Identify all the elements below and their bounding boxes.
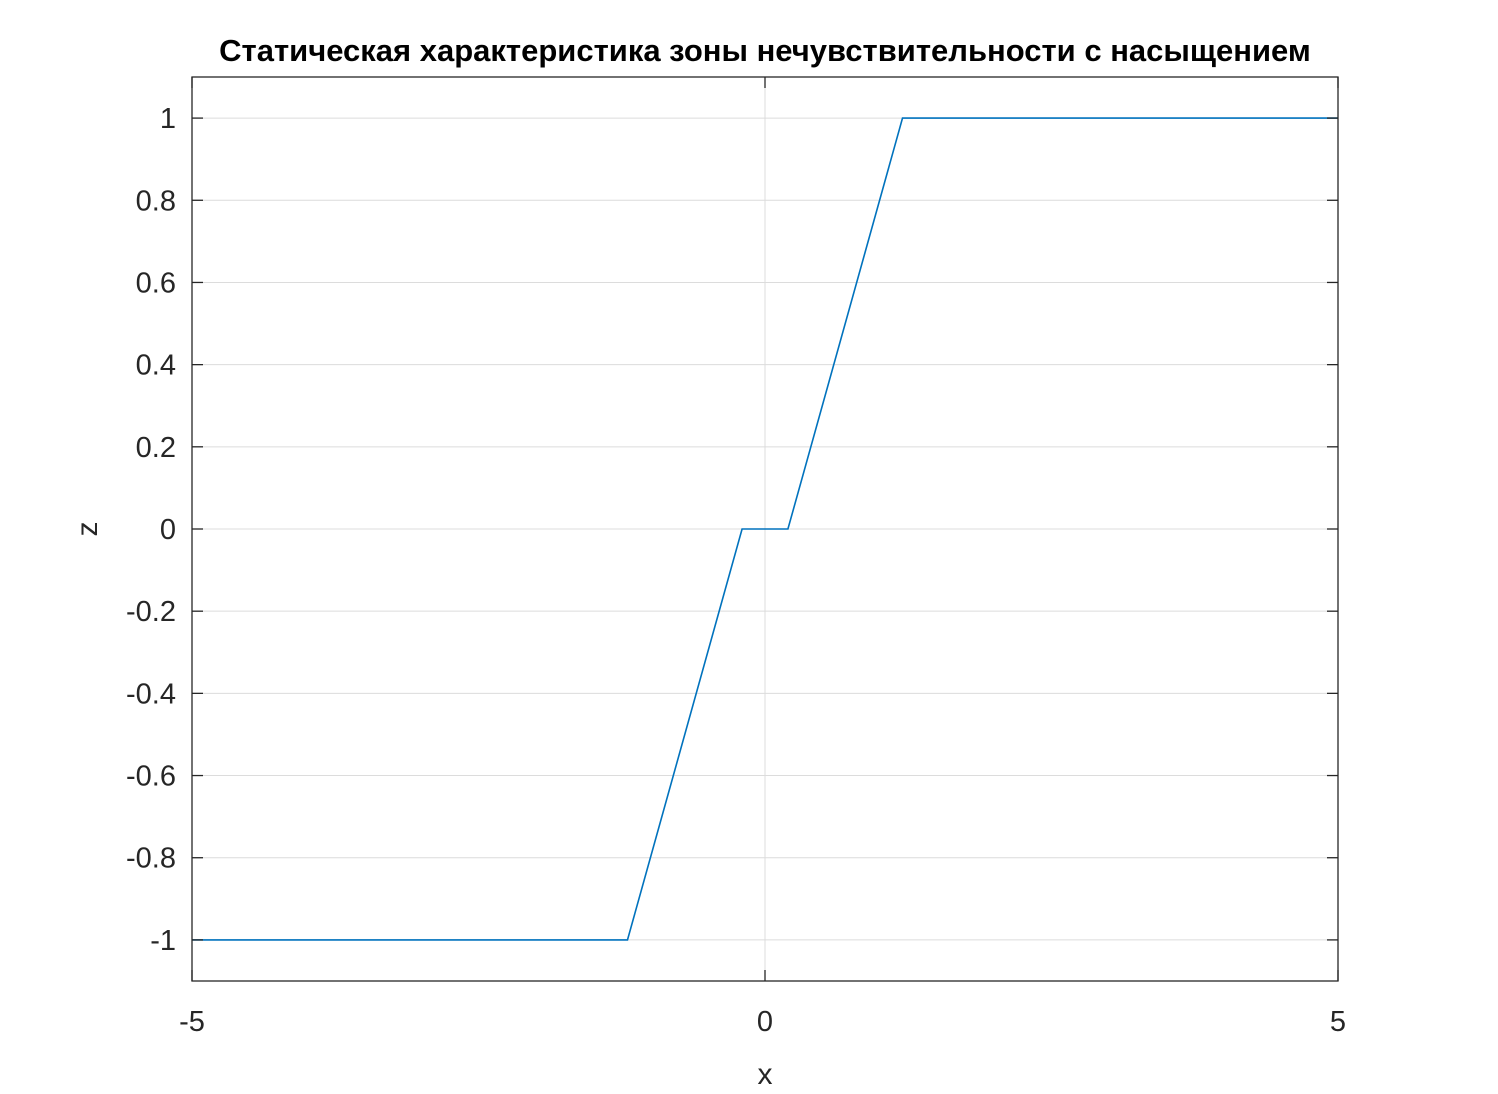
y-tick-label: 0.8 (136, 185, 176, 217)
y-tick-label: 1 (160, 103, 176, 135)
x-tick-label: 5 (1330, 1006, 1346, 1038)
y-tick-label: -1 (150, 925, 176, 957)
y-tick-label: 0.4 (136, 350, 176, 382)
ticks: -1 -0.8 -0.6 -0.4 -0.2 0 0.2 0.4 0.6 0.8 1 -5 0 5 (126, 77, 1346, 1038)
y-tick-label: -0.6 (126, 761, 176, 793)
x-axis-label: x (758, 1058, 773, 1091)
x-tick-label: 0 (757, 1006, 773, 1038)
x-tick-label: -5 (179, 1006, 205, 1038)
series-layer (192, 117, 1338, 941)
y-tick-label: -0.8 (126, 843, 176, 875)
y-tick-label: 0.2 (136, 432, 176, 464)
y-tick-label: -0.2 (126, 596, 176, 628)
y-tick-label: 0 (160, 514, 176, 546)
series-line (192, 117, 1338, 941)
y-axis-label: z (71, 522, 104, 537)
y-tick-label: 0.6 (136, 267, 176, 299)
chart-title: Статическая характеристика зоны нечувств… (219, 33, 1311, 68)
y-tick-label: -0.4 (126, 678, 176, 710)
